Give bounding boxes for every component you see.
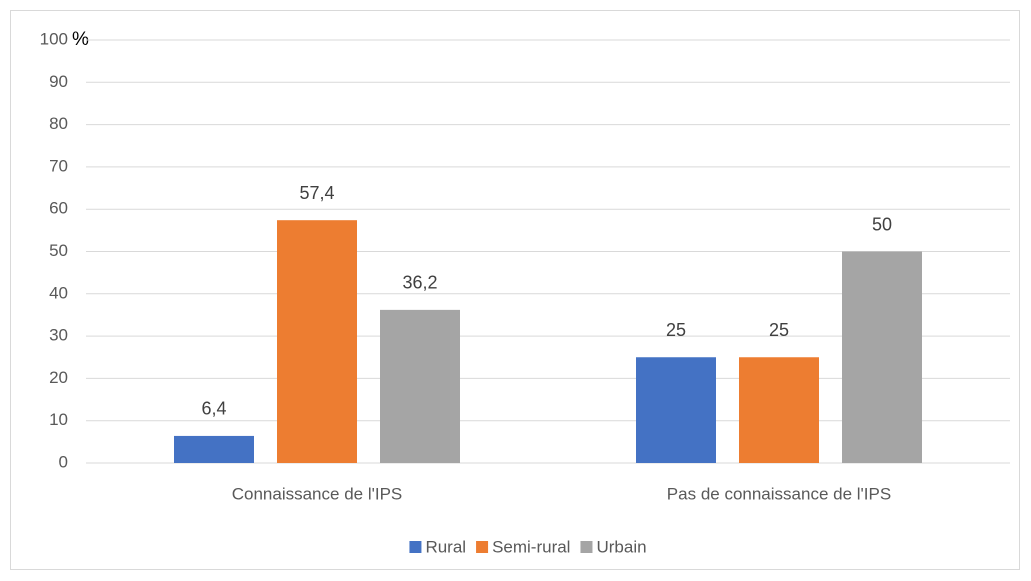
y-tick-label: 60 [49, 199, 68, 218]
y-tick-label: 70 [49, 156, 68, 175]
y-tick-label: 90 [49, 72, 68, 91]
bar [636, 357, 716, 463]
data-label: 50 [872, 214, 892, 234]
y-tick-label: 40 [49, 283, 68, 302]
y-tick-label: 100 [40, 29, 68, 48]
legend-label: Rural [425, 537, 466, 556]
y-axis-label: % [72, 29, 89, 50]
x-tick-label: Pas de connaissance de l'IPS [667, 484, 891, 503]
y-tick-label: 10 [49, 410, 68, 429]
legend-label: Semi-rural [492, 537, 570, 556]
legend-swatch [580, 541, 593, 553]
bar [380, 309, 460, 463]
y-tick-label: 0 [59, 452, 68, 471]
data-label: 25 [769, 320, 789, 340]
bar [277, 220, 357, 463]
data-label: 36,2 [402, 273, 437, 293]
legend-label: Urbain [596, 537, 646, 556]
data-label: 57,4 [299, 183, 334, 203]
y-tick-label: 50 [49, 241, 68, 260]
legend-swatch [476, 541, 489, 553]
bar [842, 251, 922, 463]
bar [739, 357, 819, 463]
data-label: 25 [666, 320, 686, 340]
y-tick-label: 20 [49, 368, 68, 387]
x-tick-label: Connaissance de l'IPS [232, 484, 403, 503]
y-tick-label: 80 [49, 114, 68, 133]
bar [174, 435, 254, 463]
y-tick-label: 30 [49, 326, 68, 345]
data-label: 6,4 [201, 399, 226, 419]
legend-swatch [409, 541, 422, 553]
